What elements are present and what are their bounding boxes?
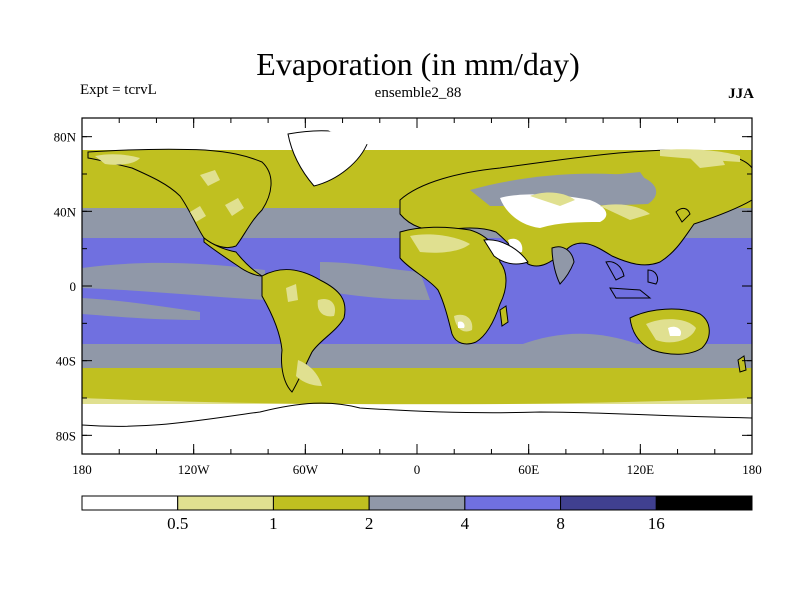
colorbar-swatch [272, 495, 370, 511]
colorbar-swatch [81, 495, 179, 511]
lon-tick-label: 0 [414, 462, 421, 477]
ensemble-label: ensemble2_88 [374, 85, 462, 101]
colorbar-label: 8 [556, 514, 565, 533]
colorbar-label: 4 [461, 514, 470, 533]
colorbar-swatch [368, 495, 466, 511]
colorbar-swatch [464, 495, 562, 511]
longitude-ticks: 180 120W 60W 0 60E 120E 180 [72, 118, 762, 477]
southern-ocean-band [82, 368, 752, 408]
lon-tick-label: 60E [518, 462, 539, 477]
colorbar-label: 1 [269, 514, 278, 533]
colorbar-label: 2 [365, 514, 374, 533]
season-label: JJA [728, 86, 754, 102]
colorbar-label: 0.5 [167, 514, 188, 533]
lat-tick-label: 80S [56, 428, 76, 443]
map-title: Evaporation (in mm/day) [256, 46, 580, 82]
south-subtropic-band [82, 344, 752, 370]
colorbar-swatch [177, 495, 274, 511]
north-america [87, 148, 272, 249]
lat-tick-label: 40S [56, 354, 76, 369]
lat-tick-label: 40N [54, 204, 77, 219]
lat-tick-label: 0 [70, 279, 77, 294]
lat-tick-label: 80N [54, 130, 77, 145]
colorbar-swatch [655, 495, 753, 511]
africa [399, 226, 507, 345]
colorbar-label: 16 [648, 514, 665, 533]
lon-tick-label: 180 [72, 462, 92, 477]
lon-tick-label: 120W [178, 462, 211, 477]
colorbar-swatch [560, 495, 657, 511]
evaporation-field [82, 118, 752, 454]
lon-tick-label: 60W [293, 462, 319, 477]
lon-tick-label: 120E [627, 462, 655, 477]
colorbar: 0.5 1 2 4 8 16 [81, 495, 753, 533]
latitude-ticks: 80N 40N 0 40S 80S [54, 130, 752, 443]
experiment-label: Expt = tcrvL [80, 82, 157, 98]
lon-tick-label: 180 [742, 462, 762, 477]
